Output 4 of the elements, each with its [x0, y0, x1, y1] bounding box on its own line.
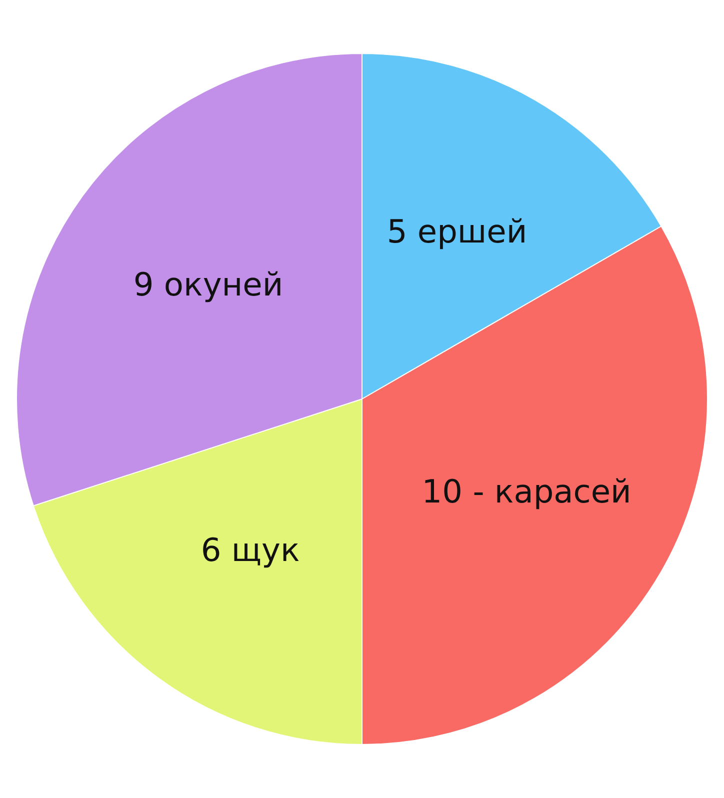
- data-label: 6 щук: [200, 531, 300, 570]
- data-label: 9 окуней: [133, 266, 284, 304]
- data-label: 10 - карасей: [422, 472, 632, 510]
- data-label: 5 ершей: [386, 212, 528, 251]
